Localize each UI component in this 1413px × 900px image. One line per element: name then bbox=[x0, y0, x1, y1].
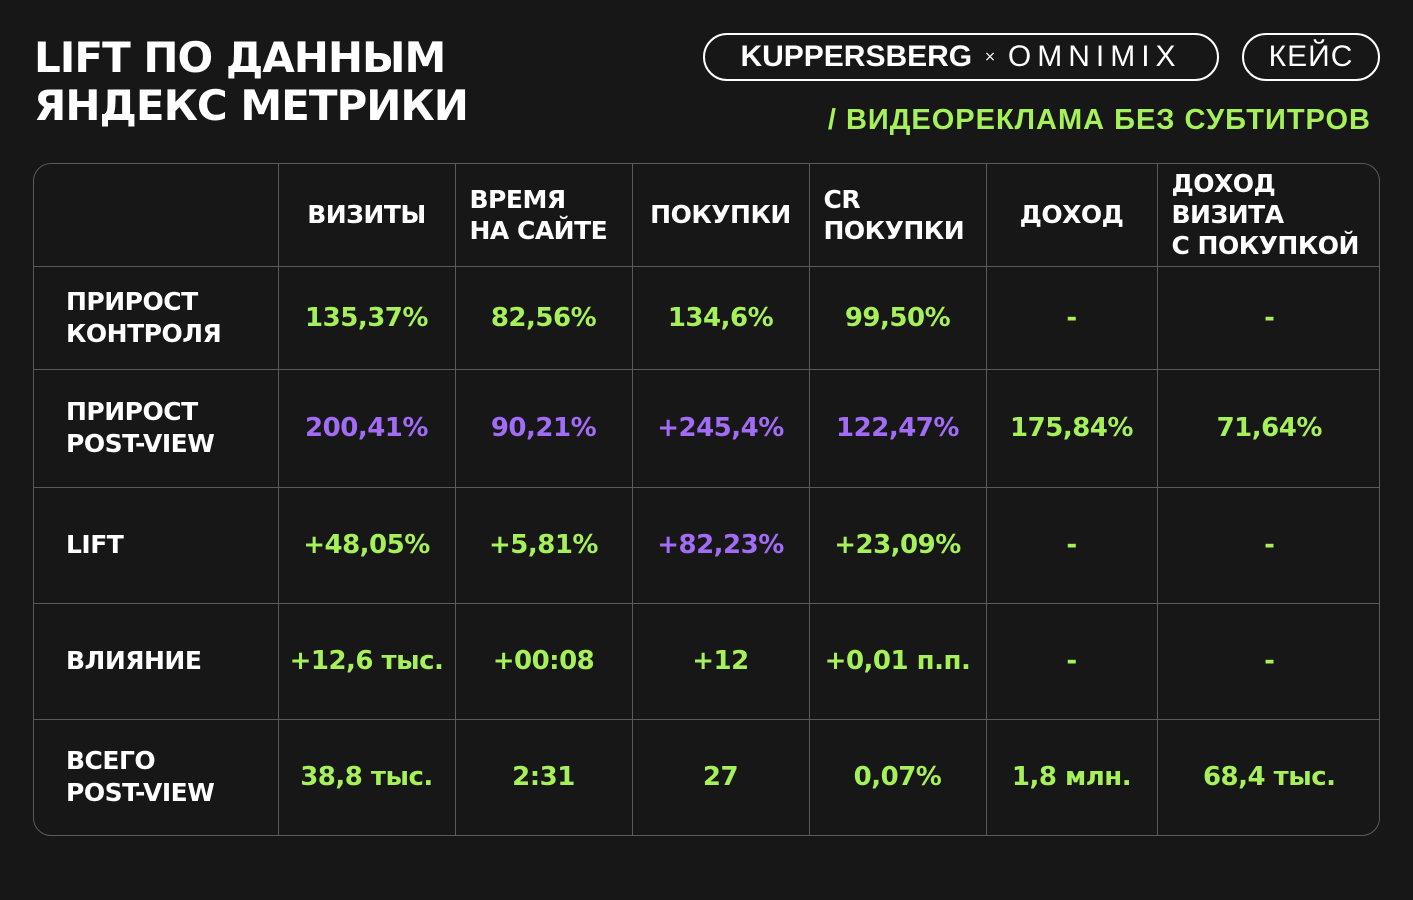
brand-kuppersberg: KUPPERSBERG bbox=[740, 40, 973, 73]
row-label: ПРИРОСТ КОНТРОЛЯ bbox=[34, 265, 279, 370]
cell-cr: +23,09% bbox=[808, 486, 987, 604]
brand-omnimix: OMNIMIX bbox=[1007, 40, 1182, 73]
cell-purchases: +245,4% bbox=[631, 368, 810, 488]
cell-purchases: +82,23% bbox=[631, 486, 810, 604]
header-income-per-visit: ДОХОД ВИЗИТА С ПОКУПКОЙ bbox=[1156, 164, 1379, 267]
table-header-row: ВИЗИТЫ ВРЕМЯ НА САЙТЕ ПОКУПКИ CR ПОКУПКИ Д… bbox=[34, 164, 1379, 267]
cell-income: - bbox=[985, 602, 1158, 720]
header-empty-cell bbox=[34, 164, 279, 267]
row-label: ВЛИЯНИЕ bbox=[34, 602, 279, 720]
header-visits: ВИЗИТЫ bbox=[277, 164, 456, 267]
cell-income-per-visit: - bbox=[1156, 265, 1379, 370]
cell-income: 1,8 млн. bbox=[985, 718, 1158, 835]
page-title: LIFT ПО ДАННЫМ ЯНДЕКС МЕТРИКИ bbox=[34, 33, 469, 130]
header-income: ДОХОД bbox=[985, 164, 1158, 267]
cell-income: 175,84% bbox=[985, 368, 1158, 488]
cell-time: 82,56% bbox=[454, 265, 633, 370]
metrics-table: ВИЗИТЫ ВРЕМЯ НА САЙТЕ ПОКУПКИ CR ПОКУПКИ Д… bbox=[33, 163, 1380, 836]
cell-income-per-visit: - bbox=[1156, 486, 1379, 604]
table-row-total-postview: ВСЕГО POST-VIEW 38,8 тыс. 2:31 27 0,07% 1… bbox=[34, 718, 1379, 835]
header-time-on-site: ВРЕМЯ НА САЙТЕ bbox=[454, 164, 633, 267]
cell-cr: 0,07% bbox=[808, 718, 987, 835]
case-badge: КЕЙС bbox=[1242, 33, 1380, 81]
cell-time: +00:08 bbox=[454, 602, 633, 720]
brand-separator: × bbox=[984, 49, 996, 65]
cell-cr: +0,01 п.п. bbox=[808, 602, 987, 720]
cell-purchases: +12 bbox=[631, 602, 810, 720]
cell-income: - bbox=[985, 265, 1158, 370]
cell-cr: 122,47% bbox=[808, 368, 987, 488]
table-row-impact: ВЛИЯНИЕ +12,6 тыс. +00:08 +12 +0,01 п.п.… bbox=[34, 602, 1379, 720]
header-purchases: ПОКУПКИ bbox=[631, 164, 810, 267]
cell-income: - bbox=[985, 486, 1158, 604]
page-title-line-1: LIFT ПО ДАННЫМ bbox=[34, 33, 446, 82]
cell-visits: +12,6 тыс. bbox=[277, 602, 456, 720]
brand-badge: KUPPERSBERG × OMNIMIX bbox=[703, 33, 1219, 81]
table-row-control-growth: ПРИРОСТ КОНТРОЛЯ 135,37% 82,56% 134,6% 99… bbox=[34, 265, 1379, 370]
cell-time: 2:31 bbox=[454, 718, 633, 835]
cell-visits: +48,05% bbox=[277, 486, 456, 604]
cell-purchases: 27 bbox=[631, 718, 810, 835]
row-label: ВСЕГО POST-VIEW bbox=[34, 718, 279, 835]
cell-income-per-visit: - bbox=[1156, 602, 1379, 720]
cell-time: 90,21% bbox=[454, 368, 633, 488]
header-cr-purchases: CR ПОКУПКИ bbox=[808, 164, 987, 267]
row-label: LIFT bbox=[34, 486, 279, 604]
table-row-lift: LIFT +48,05% +5,81% +82,23% +23,09% - - bbox=[34, 486, 1379, 604]
cell-visits: 135,37% bbox=[277, 265, 456, 370]
cell-income-per-visit: 68,4 тыс. bbox=[1156, 718, 1379, 835]
cell-purchases: 134,6% bbox=[631, 265, 810, 370]
subtitle: / ВИДЕОРЕКЛАМА БЕЗ СУБТИТРОВ bbox=[827, 104, 1371, 136]
table-row-postview-growth: ПРИРОСТ POST-VIEW 200,41% 90,21% +245,4% … bbox=[34, 368, 1379, 488]
cell-visits: 38,8 тыс. bbox=[277, 718, 456, 835]
row-label: ПРИРОСТ POST-VIEW bbox=[34, 368, 279, 488]
cell-time: +5,81% bbox=[454, 486, 633, 604]
page-title-line-2: ЯНДЕКС МЕТРИКИ bbox=[34, 81, 469, 130]
cell-cr: 99,50% bbox=[808, 265, 987, 370]
cell-income-per-visit: 71,64% bbox=[1156, 368, 1379, 488]
cell-visits: 200,41% bbox=[277, 368, 456, 488]
